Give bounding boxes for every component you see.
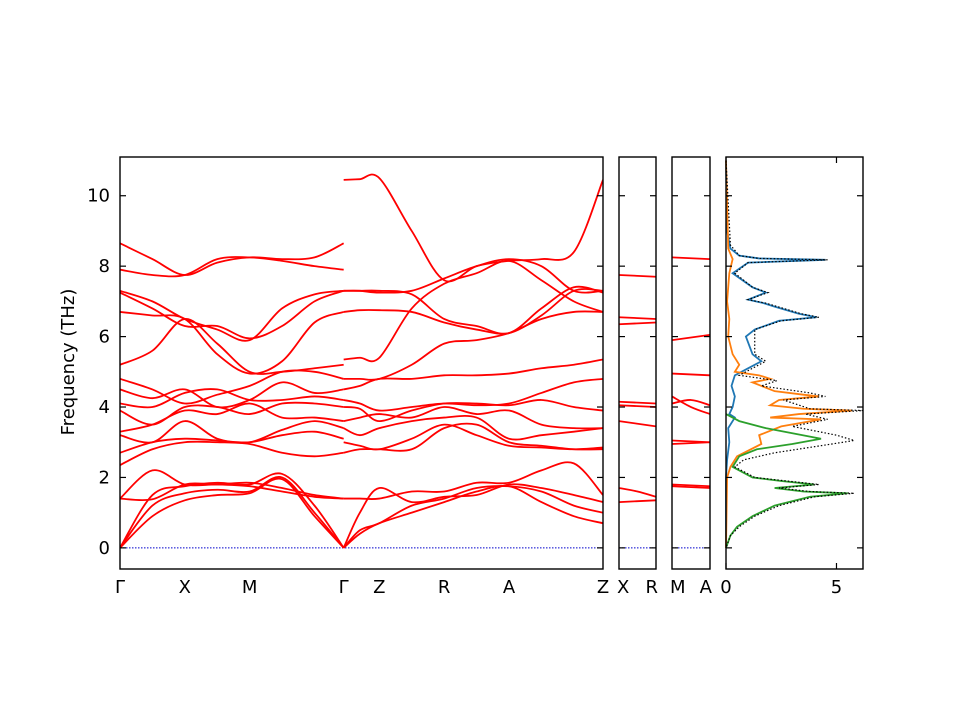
x-tick-label: R <box>645 577 658 598</box>
x-tick-label: M <box>242 577 258 598</box>
y-tick-label: 8 <box>99 256 110 277</box>
phonon-band <box>619 321 656 326</box>
phonon-band <box>120 311 344 375</box>
x-tick-label: Z <box>597 577 609 598</box>
x-tick-label: X <box>617 577 629 598</box>
phonon-band <box>343 377 603 412</box>
x-tick-label: Γ <box>339 577 349 598</box>
panel-frame <box>618 156 657 570</box>
dos-series <box>725 160 826 548</box>
phonon-band <box>120 476 345 549</box>
phonon-band <box>619 420 656 428</box>
phonon-band <box>619 316 656 320</box>
y-tick-label: 10 <box>87 186 110 207</box>
phonon-band <box>342 485 603 549</box>
dos-frame <box>725 156 864 570</box>
phonon-band <box>120 401 344 426</box>
phonon-band <box>120 481 344 502</box>
dos-series <box>725 160 864 549</box>
panel-frame <box>671 156 711 570</box>
phonon-band <box>343 358 603 391</box>
x-tick-label: A <box>700 577 713 598</box>
phonon-band <box>120 469 344 500</box>
phonon-band <box>120 318 344 375</box>
phonon-band <box>120 477 345 549</box>
panel-frame <box>119 156 604 570</box>
dos-curves <box>725 160 864 549</box>
phonon-band <box>672 256 710 261</box>
phonon-band <box>120 388 344 409</box>
y-tick-label: 2 <box>99 467 110 488</box>
x-tick-label: M <box>670 577 686 598</box>
phonon-band <box>120 289 344 340</box>
dos-series <box>725 413 848 549</box>
phonon-band <box>672 399 710 407</box>
x-tick-label: X <box>179 577 191 598</box>
phonon-band <box>619 487 656 498</box>
phonon-band <box>343 414 603 441</box>
phonon-band <box>672 372 710 377</box>
phonon-band <box>120 242 345 276</box>
phonon-band <box>343 461 603 500</box>
phonon-band <box>343 310 603 381</box>
phonon-band <box>343 259 603 363</box>
phonon-band <box>672 395 710 415</box>
bands-group <box>619 274 656 503</box>
phonon-band <box>343 423 603 451</box>
phonon-band <box>343 173 603 283</box>
phonon-band <box>120 256 344 278</box>
dos-x-tick-label: 5 <box>831 577 842 598</box>
phonon-band <box>619 274 656 278</box>
phonon-band <box>672 439 710 444</box>
panel-main: 0 2 4 6 8 10 Γ X M Γ Z R A Z <box>87 156 609 598</box>
bands-group <box>672 256 710 489</box>
x-tick-label: R <box>438 577 451 598</box>
bands-group <box>120 173 603 549</box>
phonon-band <box>672 485 710 489</box>
phonon-band <box>343 285 603 335</box>
phonon-band <box>619 404 656 408</box>
phonon-band <box>120 289 344 342</box>
dos-x-tick-label: 0 <box>720 577 731 598</box>
phonon-band <box>120 420 344 444</box>
x-tick-label: Γ <box>115 577 125 598</box>
phonon-band <box>672 483 710 488</box>
y-tick-label: 4 <box>99 397 110 418</box>
phonon-band <box>672 333 710 342</box>
y-axis-title: Frequency (THz) <box>58 289 79 436</box>
phonon-band <box>619 499 656 503</box>
phonon-band <box>120 369 344 405</box>
phonon-band <box>120 381 344 409</box>
phonon-band <box>343 399 603 423</box>
phonon-band <box>342 483 603 549</box>
phonon-band <box>120 440 344 466</box>
y-tick-label: 0 <box>99 538 110 559</box>
y-tick-label: 6 <box>99 327 110 348</box>
phonon-band <box>619 400 656 405</box>
dos-series <box>725 160 853 548</box>
phonon-band <box>343 288 603 335</box>
phonon-band <box>343 258 603 294</box>
x-tick-label: A <box>503 577 516 598</box>
x-tick-label: Z <box>373 577 385 598</box>
